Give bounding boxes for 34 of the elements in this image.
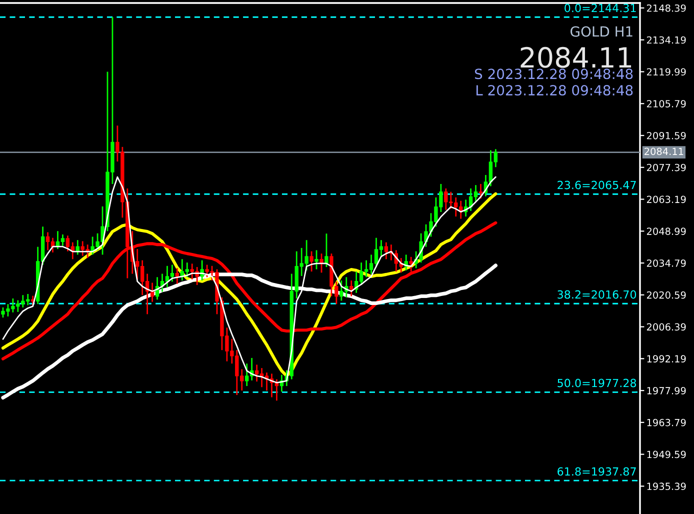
- candlestick: [200, 260, 204, 282]
- ref-line-label: 50.0=1977.28: [558, 378, 636, 388]
- text: GOLD H1: [570, 26, 632, 37]
- y-tick-label: 2034.79: [646, 259, 686, 267]
- y-tick-label: 2091.59: [646, 132, 686, 140]
- candlestick: [350, 280, 354, 297]
- candlestick: [310, 250, 314, 272]
- candlestick: [478, 183, 483, 200]
- annotation: L 2023.12.28 09:48:48: [476, 85, 633, 96]
- ref-line-label: 23.6=2065.47: [558, 180, 636, 190]
- y-tick-label: 1949.59: [647, 450, 686, 458]
- candlestick: [409, 256, 413, 272]
- ref-line-label: 61.8=1937.87: [558, 467, 636, 476]
- y-tick-label: 2119.99: [646, 68, 686, 76]
- y-tick-label: 1992.19: [647, 355, 686, 362]
- y-tick-label: 1977.99: [647, 387, 686, 394]
- y-tick-label: 2048.99: [646, 228, 686, 235]
- candlestick: [324, 232, 328, 268]
- y-tick-label: 1935.39: [647, 482, 686, 490]
- y-tick-label: 2105.79: [646, 100, 686, 108]
- text: 2084.11: [520, 46, 632, 68]
- y-tick-label: 1963.79: [647, 418, 686, 426]
- y-tick-label: 2077.39: [646, 164, 686, 172]
- y-tick-label: 2134.19: [646, 36, 686, 44]
- ref-line-label: 38.2=2016.70: [558, 290, 636, 299]
- candlestick: [314, 250, 318, 270]
- ref-line-label: 0.0=2144.31: [564, 4, 636, 12]
- ref-line-label: 2084.11: [644, 148, 684, 156]
- annotation: S 2023.12.28 09:48:48: [474, 68, 633, 80]
- y-tick-label: 2020.59: [646, 291, 686, 299]
- candlestick: [175, 267, 180, 285]
- y-tick-label: 2006.39: [646, 323, 686, 331]
- y-tick-label: 2148.39: [646, 4, 686, 12]
- y-tick-label: 2063.19: [646, 196, 686, 204]
